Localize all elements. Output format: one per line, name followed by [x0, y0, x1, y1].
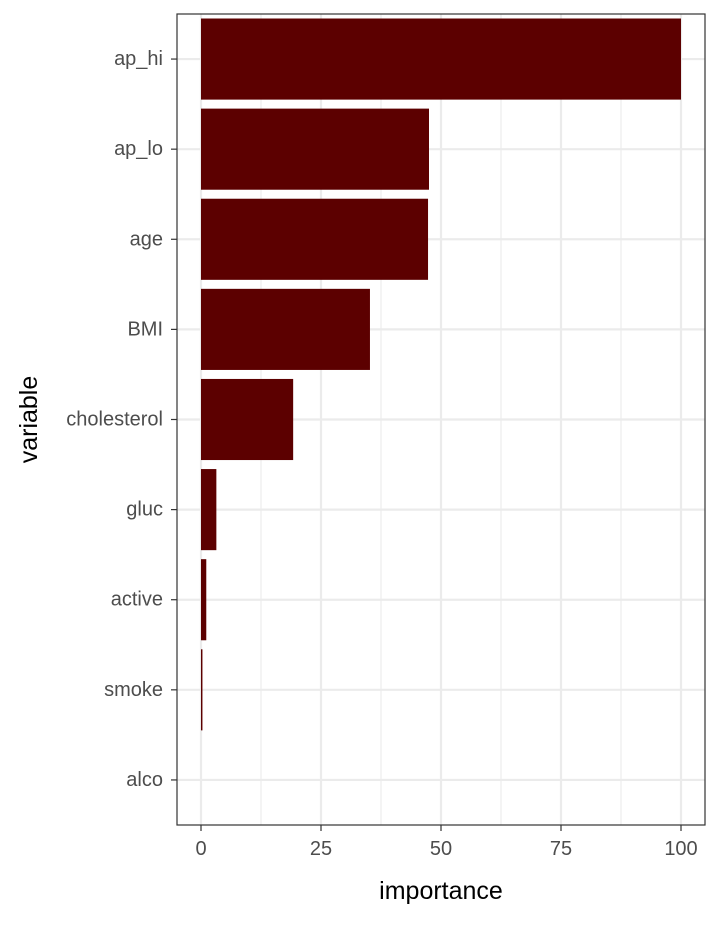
- y-axis-title: variable: [15, 376, 43, 464]
- bar-gluc: [201, 469, 217, 551]
- bar-BMI: [201, 288, 370, 370]
- x-tick-label: 0: [195, 838, 206, 860]
- y-tick-label: ap_hi: [114, 48, 163, 70]
- y-tick-label: cholesterol: [66, 409, 163, 431]
- x-tick-label: 25: [310, 838, 332, 860]
- x-axis: 0 25 50 75 100: [195, 825, 698, 860]
- y-tick-label: age: [130, 228, 163, 250]
- bar-age: [201, 198, 429, 280]
- y-tick-label: BMI: [127, 318, 163, 340]
- bar-active: [201, 559, 207, 641]
- x-tick-label: 50: [430, 838, 452, 860]
- y-tick-label: gluc: [126, 499, 163, 521]
- x-tick-label: 75: [550, 838, 572, 860]
- y-tick-label: active: [111, 589, 163, 611]
- x-tick-label: 100: [664, 838, 697, 860]
- bar-smoke: [201, 649, 203, 731]
- bar-ap_lo: [201, 108, 429, 190]
- y-tick-label: ap_lo: [114, 138, 163, 160]
- bars: [201, 18, 681, 731]
- y-tick-label: smoke: [104, 679, 163, 701]
- x-axis-title: importance: [379, 877, 503, 905]
- bar-cholesterol: [201, 378, 294, 461]
- bar-ap_hi: [201, 18, 681, 100]
- y-tick-label: alco: [126, 769, 163, 791]
